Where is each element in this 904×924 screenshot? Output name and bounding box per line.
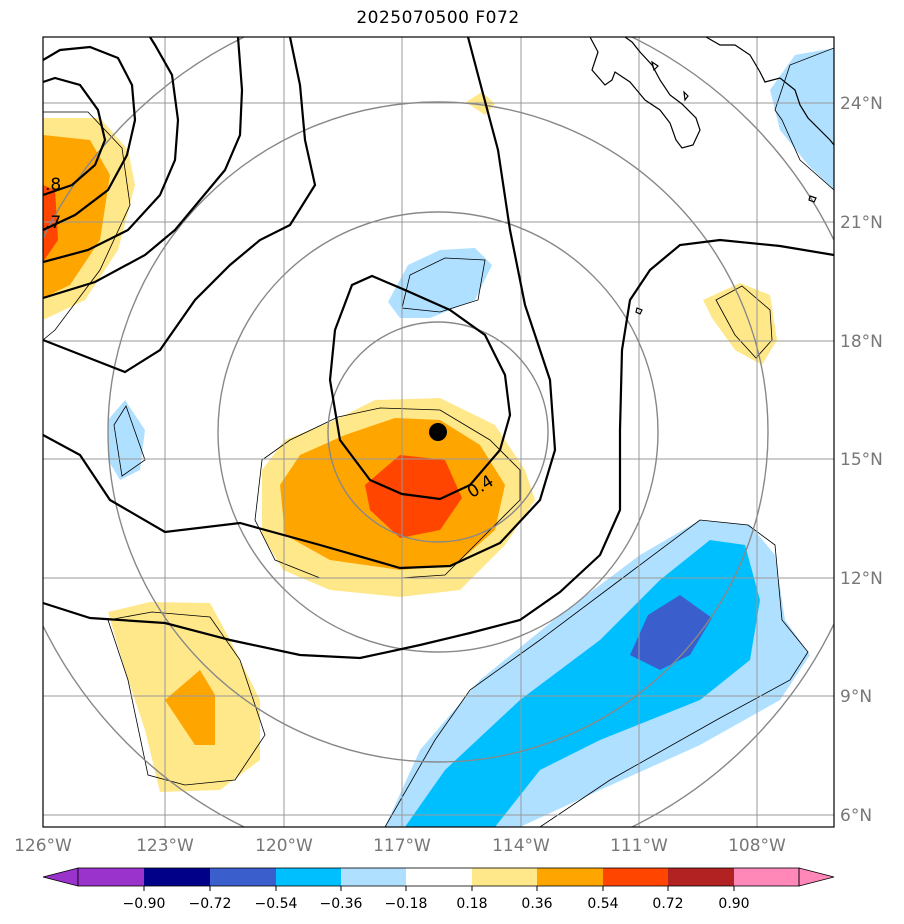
colorbar-extend-high [798, 867, 835, 887]
contour-label-top: .8 [45, 175, 61, 195]
anomaly-fill-layer [43, 48, 834, 827]
colorbar-label-9: 0.72 [652, 896, 683, 912]
colorbar-bin-7 [472, 868, 537, 886]
lon-label-117w: 117°W [373, 836, 431, 856]
lon-label-126w: 126°W [14, 836, 72, 856]
colorbar-bin-1 [78, 868, 144, 886]
thick-contour-loop-3 [43, 238, 834, 660]
colorbar-label-8: 0.54 [587, 896, 618, 912]
colorbar-frame [77, 867, 800, 887]
thick-contour-loop-2 [43, 37, 557, 570]
lat-label-18n: 18°N [840, 332, 883, 352]
map-frame [42, 36, 835, 828]
thick-contour-loop-8 [43, 76, 107, 197]
colorbar-label-4: −0.36 [320, 896, 363, 912]
map-title: 2025070500 F072 [356, 8, 520, 28]
thin-contour-northeast [774, 47, 834, 191]
warm-anomaly-east [703, 283, 777, 365]
colorbar-label-2: −0.72 [189, 896, 232, 912]
storm-center-marker [429, 423, 447, 441]
thin-contour-center [254, 407, 521, 579]
map-plot-area: .8 .7 0.4 [43, 37, 834, 827]
colorbar-bin-10 [668, 868, 734, 886]
colorbar-bin-9 [603, 868, 668, 886]
lon-label-123w: 123°W [136, 836, 194, 856]
colorbar-bin-5 [341, 868, 406, 886]
thick-contour-loop-7 [43, 45, 137, 231]
mainland-coastline [705, 37, 834, 146]
colorbar: −0.90 −0.72 −0.54 −0.36 −0.18 0.18 0.36 … [42, 867, 835, 912]
colorbar-bin-8 [537, 868, 603, 886]
colorbar-label-1: −0.90 [123, 896, 166, 912]
lon-label-114w: 114°W [492, 836, 550, 856]
thin-contour-layer [43, 47, 834, 827]
colorbar-bin-4 [276, 868, 341, 886]
colorbar-ticks [143, 886, 735, 891]
range-ring-2 [217, 211, 659, 653]
thin-contour-topleft [43, 111, 131, 341]
lon-label-108w: 108°W [728, 836, 786, 856]
lat-label-24n: 24°N [840, 94, 883, 114]
baja-coastline [589, 37, 701, 149]
range-ring-1 [327, 321, 549, 543]
colorbar-bin-6 [406, 868, 472, 886]
island-3 [808, 195, 817, 203]
colorbar-label-7: 0.36 [521, 896, 552, 912]
thick-contour-loop-4 [43, 37, 317, 374]
warm-anomaly-southwest-orange [165, 670, 215, 745]
cold-anomaly-west-lightblue [108, 400, 145, 480]
thin-contour-southwest [107, 611, 266, 786]
lat-label-15n: 15°N [840, 450, 883, 470]
thin-contour-southeast [384, 519, 809, 827]
colorbar-label-10: 0.90 [718, 896, 749, 912]
lat-label-21n: 21°N [840, 213, 883, 233]
lat-label-12n: 12°N [840, 569, 883, 589]
lon-label-111w: 111°W [610, 836, 668, 856]
thick-contour-layer [43, 37, 834, 660]
range-rings [43, 37, 834, 827]
latitude-labels: 24°N 21°N 18°N 15°N 12°N 9°N 6°N [840, 94, 883, 826]
island-4 [635, 307, 643, 315]
thin-contour-north-blue [401, 257, 486, 313]
colorbar-extend-low [42, 867, 79, 887]
colorbar-label-3: −0.54 [255, 896, 298, 912]
thick-contour-inner-loop [328, 274, 512, 501]
coastline [589, 37, 834, 315]
colorbar-bin-2 [144, 868, 210, 886]
graticule [43, 37, 834, 827]
lat-label-9n: 9°N [840, 687, 872, 707]
thick-contour-loop-5 [43, 37, 244, 300]
longitude-labels: 126°W 123°W 120°W 117°W 114°W 111°W 108°… [14, 836, 786, 856]
lon-label-120w: 120°W [255, 836, 313, 856]
island-1 [651, 60, 659, 72]
cold-anomaly-northeast-lightblue [770, 48, 834, 190]
lat-label-6n: 6°N [840, 806, 872, 826]
colorbar-label-6: 0.18 [456, 896, 487, 912]
colorbar-label-5: −0.18 [385, 896, 428, 912]
colorbar-bin-3 [210, 868, 276, 886]
cold-anomaly-southeast-darkblue [630, 595, 712, 670]
range-ring-3 [107, 101, 769, 763]
thin-contour-east [715, 285, 773, 359]
contour-label-mid: .7 [45, 213, 61, 233]
colorbar-bin-11 [734, 868, 799, 886]
thick-contour-loop-6 [43, 37, 180, 264]
island-2 [683, 90, 689, 102]
cold-anomaly-center-lightblue [388, 248, 492, 318]
